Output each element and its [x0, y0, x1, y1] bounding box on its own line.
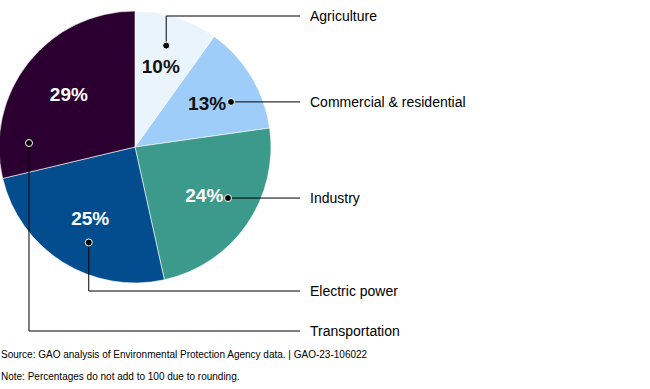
category-labels: Agriculture Commercial & residential Indus…	[25, 8, 465, 339]
category-label: Commercial & residential	[310, 94, 466, 110]
data-label: 13%	[188, 93, 226, 114]
source: Source: GAO analysis of Environmental Pr…	[1, 349, 368, 360]
note: Note: Percentages do not add to 100 due …	[1, 371, 240, 382]
category-label: Industry	[310, 190, 360, 206]
pie: 10% 13% 24% 25% 29%	[0, 11, 271, 283]
leader-dot	[25, 140, 32, 147]
data-label: 24%	[185, 185, 223, 206]
chart: 10% 13% 24% 25% 29% Agriculture Commercial & r…	[0, 0, 650, 389]
category-label: Transportation	[310, 323, 400, 339]
leader-dot	[85, 239, 92, 246]
leader-line	[231, 101, 300, 102]
leader-dot	[163, 42, 170, 49]
data-label: 10%	[142, 56, 180, 77]
leader-line	[228, 198, 300, 199]
leader-line	[166, 16, 300, 46]
slice	[0, 11, 135, 178]
leader-dot	[224, 195, 231, 202]
category-label: Agriculture	[310, 8, 377, 24]
data-label: 25%	[71, 208, 109, 229]
data-label: 29%	[50, 84, 88, 105]
leader-line	[89, 242, 300, 291]
slice	[135, 36, 270, 147]
leader-line	[29, 143, 300, 331]
leader-dot	[228, 98, 235, 105]
category-label: Electric power	[310, 283, 398, 299]
